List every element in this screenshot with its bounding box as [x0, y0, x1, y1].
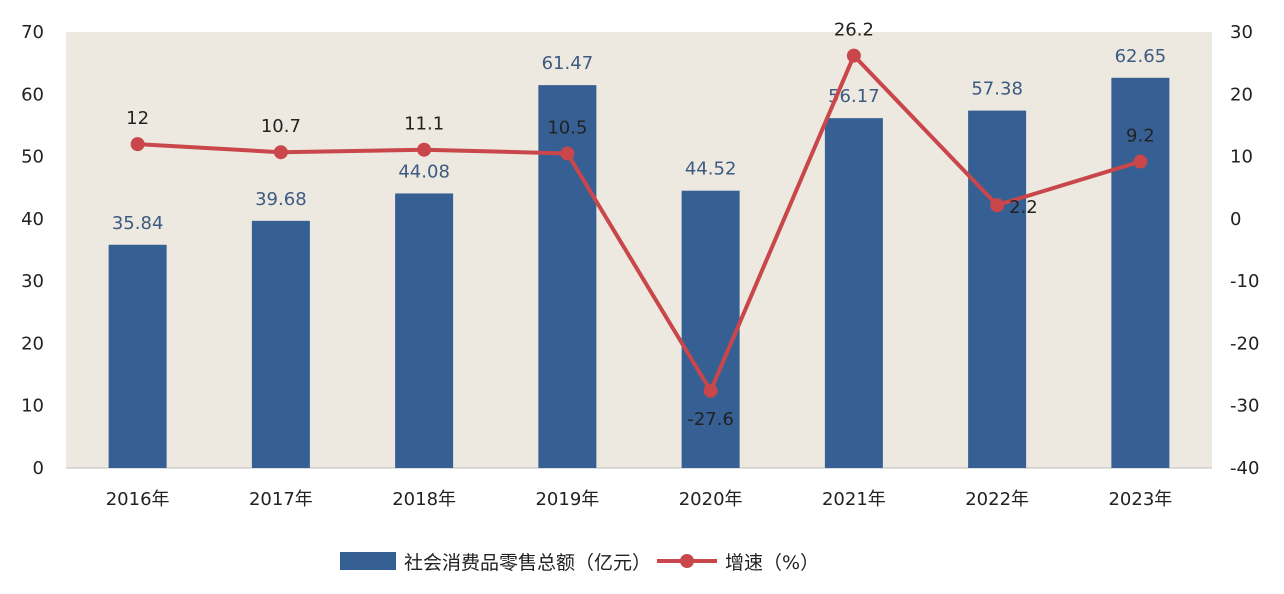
left-tick-label: 20 — [21, 333, 44, 354]
line-point — [1133, 154, 1148, 169]
chart-legend: 社会消费品零售总额（亿元） 增速（%） — [340, 546, 819, 576]
bar — [251, 220, 310, 468]
bar — [108, 244, 167, 468]
growth-line — [137, 53, 1141, 393]
line-point — [417, 142, 432, 157]
line-data-label: 9.2 — [1126, 126, 1155, 147]
left-tick-label: 10 — [21, 396, 44, 417]
left-tick-label: 0 — [33, 458, 44, 479]
line-series — [130, 48, 1148, 398]
bar-data-label: 57.38 — [971, 79, 1023, 100]
right-tick-label: 20 — [1230, 84, 1253, 105]
left-tick-label: 60 — [21, 84, 44, 105]
x-tick-label: 2022年 — [965, 489, 1029, 510]
line-point — [846, 48, 861, 63]
line-point — [990, 198, 1005, 213]
right-tick-label: -10 — [1230, 271, 1259, 292]
combo-chart: 0 10 20 30 40 50 60 70 -40 -30 -20 -10 0 10 20 30 2016… — [21, 20, 1259, 510]
x-tick-label: 2021年 — [822, 489, 886, 510]
x-tick-label: 2017年 — [249, 489, 313, 510]
bar — [1111, 77, 1170, 468]
legend-bar-swatch — [340, 552, 396, 570]
left-tick-label: 70 — [21, 22, 44, 43]
legend-line-swatch — [657, 552, 718, 570]
bar-data-label: 44.52 — [685, 159, 737, 180]
line-data-label: 2.2 — [1009, 197, 1038, 218]
bar-data-label: 35.84 — [112, 213, 164, 234]
right-tick-label: -30 — [1230, 396, 1259, 417]
left-tick-label: 40 — [21, 209, 44, 230]
bar-data-label: 56.17 — [828, 86, 880, 107]
left-tick-label: 30 — [21, 271, 44, 292]
line-data-label: 10.5 — [547, 117, 587, 138]
line-point — [130, 137, 145, 152]
left-axis: 0 10 20 30 40 50 60 70 — [21, 22, 44, 479]
right-tick-label: -40 — [1230, 458, 1259, 479]
bar-data-labels: 35.84 39.68 44.08 61.47 44.52 56.17 57.38 62.65 — [112, 46, 1166, 234]
line-point — [703, 383, 718, 398]
x-axis: 2016年 2017年 2018年 2019年 2020年 2021年 2022年 2023年 — [106, 489, 1173, 510]
bar — [824, 118, 883, 468]
x-tick-label: 2023年 — [1108, 489, 1172, 510]
plot-background — [66, 32, 1212, 468]
right-tick-label: -20 — [1230, 333, 1259, 354]
right-tick-label: 0 — [1230, 209, 1241, 230]
x-tick-label: 2016年 — [106, 489, 170, 510]
bar-data-label: 61.47 — [542, 53, 594, 74]
x-tick-label: 2020年 — [679, 489, 743, 510]
bar-data-label: 44.08 — [398, 161, 450, 182]
bar — [968, 110, 1027, 469]
bar-data-label: 39.68 — [255, 189, 307, 210]
line-data-label: -27.6 — [687, 409, 734, 430]
left-tick-label: 50 — [21, 147, 44, 168]
line-point — [560, 146, 575, 161]
legend-line-label: 增速（%） — [725, 551, 820, 574]
legend-bar-label: 社会消费品零售总额（亿元） — [404, 551, 652, 574]
bar — [681, 190, 740, 469]
line-data-label: 11.1 — [404, 114, 444, 135]
line-point — [273, 145, 288, 160]
x-tick-label: 2019年 — [535, 489, 599, 510]
bar — [538, 85, 597, 469]
line-data-label: 26.2 — [834, 20, 874, 41]
bar — [395, 193, 454, 468]
line-data-labels: 12 10.7 11.1 10.5 -27.6 26.2 2.2 9.2 — [126, 20, 1155, 430]
line-data-label: 10.7 — [261, 116, 301, 137]
x-tick-label: 2018年 — [392, 489, 456, 510]
bar-data-label: 62.65 — [1115, 46, 1167, 67]
right-tick-label: 10 — [1230, 147, 1253, 168]
line-data-label: 12 — [126, 108, 149, 129]
right-tick-label: 30 — [1230, 22, 1253, 43]
right-axis: -40 -30 -20 -10 0 10 20 30 — [1230, 22, 1259, 479]
